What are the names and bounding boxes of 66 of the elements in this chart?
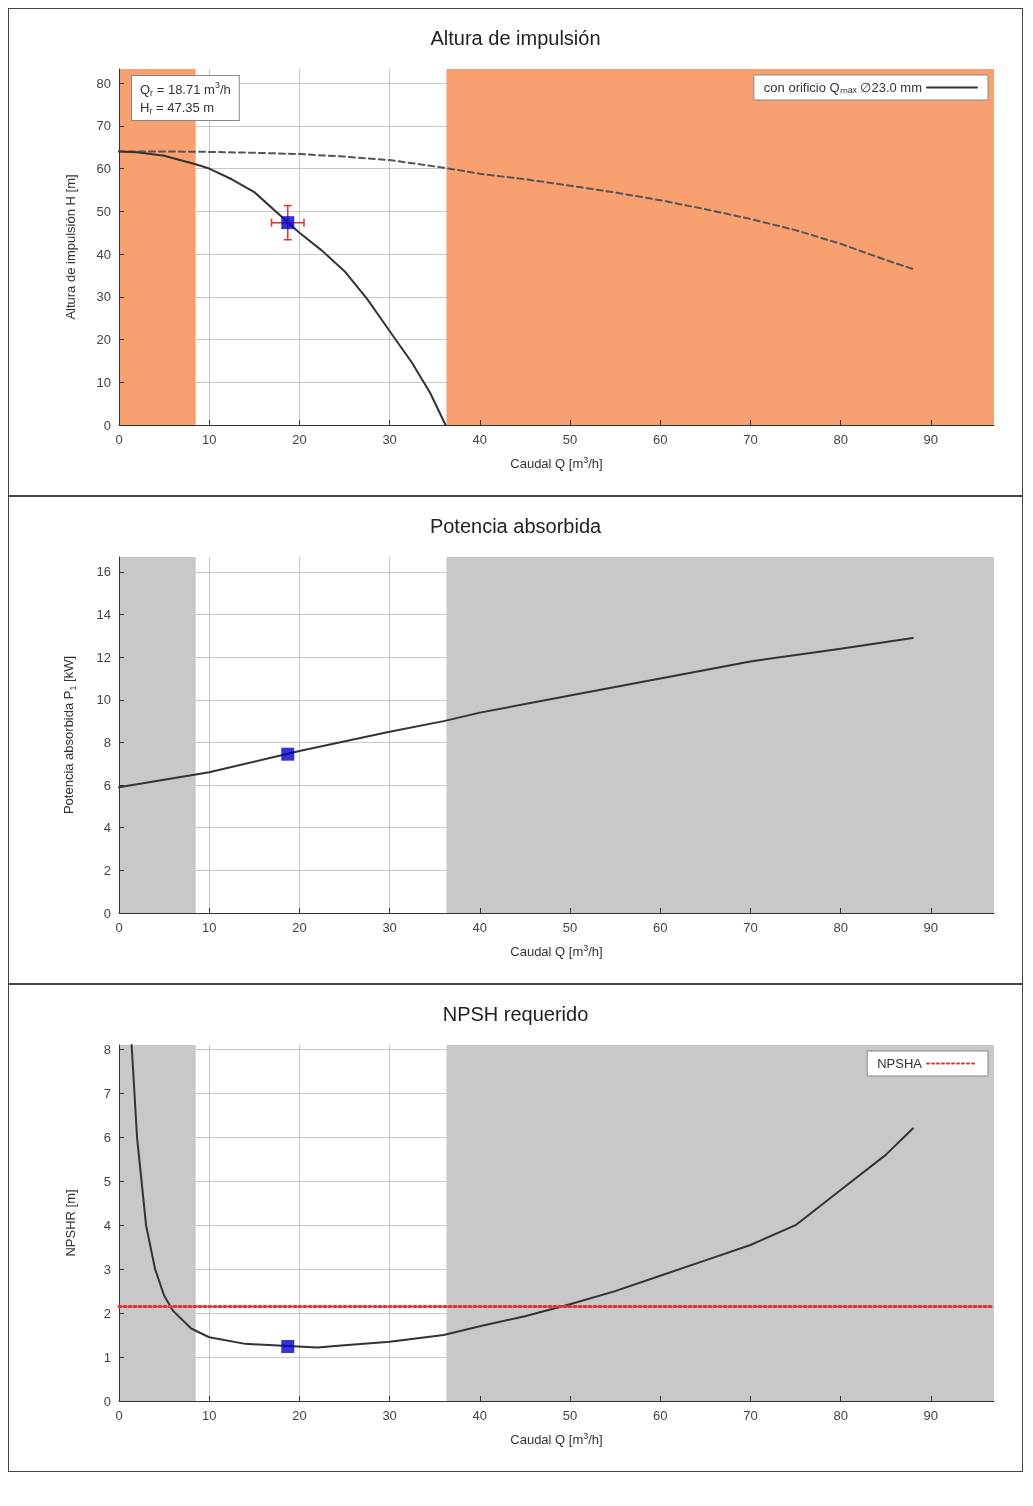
- x-tick-label: 10: [201, 1408, 217, 1423]
- x-tick-label: 90: [923, 1408, 939, 1423]
- legend-label: con orificio Qₘₐₓ ∅23.0 mm: [763, 80, 922, 95]
- x-tick-label: 50: [562, 432, 578, 447]
- chart-title: NPSH requerido: [442, 1003, 589, 1025]
- y-tick-label: 80: [96, 75, 111, 91]
- y-tick-label: 4: [103, 820, 111, 836]
- x-tick-label: 30: [382, 1408, 397, 1423]
- y-tick-label: 12: [96, 649, 111, 665]
- y-tick-label: 7: [103, 1085, 111, 1101]
- chart-title: Altura de impulsión: [430, 27, 601, 49]
- x-tick-label: 50: [562, 1408, 578, 1423]
- x-tick-label: 20: [292, 1408, 307, 1423]
- y-tick-label: 2: [103, 1305, 111, 1321]
- x-tick-label: 0: [115, 432, 123, 447]
- y-tick-label: 0: [103, 417, 111, 433]
- x-tick-label: 40: [472, 432, 488, 447]
- x-tick-label: 70: [743, 1408, 758, 1423]
- y-tick-label: 50: [96, 203, 111, 219]
- y-tick-label: 3: [103, 1261, 111, 1277]
- y-tick-label: 10: [96, 374, 111, 390]
- x-tick-label: 80: [833, 432, 848, 447]
- y-tick-label: 10: [96, 692, 111, 708]
- y-axis-title: NPSHR [m]: [63, 1189, 78, 1257]
- y-tick-label: 8: [103, 734, 111, 750]
- x-tick-label: 80: [833, 1408, 848, 1423]
- x-tick-label: 0: [115, 1408, 123, 1423]
- x-tick-label: 60: [653, 920, 668, 935]
- y-tick-label: 6: [103, 1129, 111, 1145]
- x-tick-label: 70: [743, 920, 758, 935]
- x-tick-label: 10: [201, 432, 217, 447]
- x-tick-label: 90: [923, 432, 939, 447]
- y-tick-label: 14: [96, 607, 111, 623]
- y-tick-label: 30: [96, 289, 111, 305]
- y-tick-label: 70: [96, 118, 111, 134]
- line-series: [118, 150, 914, 271]
- x-tick-label: 80: [833, 920, 848, 935]
- y-tick-label: 60: [96, 161, 111, 177]
- x-tick-label: 60: [653, 1408, 668, 1423]
- chart-title: Potencia absorbida: [429, 515, 602, 537]
- x-tick-label: 20: [292, 920, 307, 935]
- x-tick-label: 70: [743, 432, 758, 447]
- legend-label: NPSHA: [877, 1056, 923, 1071]
- y-tick-label: 6: [103, 777, 111, 793]
- y-tick-label: 4: [103, 1217, 111, 1233]
- x-tick-label: 10: [201, 920, 217, 935]
- x-tick-label: 40: [472, 920, 488, 935]
- y-tick-label: 16: [96, 564, 111, 580]
- x-tick-label: 20: [292, 432, 307, 447]
- y-axis-title: Altura de impulsión H [m]: [63, 174, 78, 320]
- x-tick-label: 30: [382, 432, 397, 447]
- y-axis-title: Potencia absorbida P1 [kW]: [61, 655, 78, 815]
- x-tick-label: 50: [562, 920, 578, 935]
- x-tick-label: 0: [115, 920, 123, 935]
- x-tick-label: 60: [653, 432, 668, 447]
- y-tick-label: 20: [96, 332, 111, 348]
- y-tick-label: 2: [103, 862, 111, 878]
- y-tick-label: 8: [103, 1041, 111, 1057]
- x-tick-label: 30: [382, 920, 397, 935]
- x-tick-label: 40: [472, 1408, 488, 1423]
- y-tick-label: 5: [103, 1173, 111, 1189]
- y-tick-label: 1: [103, 1349, 111, 1365]
- y-tick-label: 0: [103, 1393, 111, 1409]
- y-tick-label: 0: [103, 905, 111, 921]
- x-tick-label: 90: [923, 920, 939, 935]
- y-tick-label: 40: [96, 246, 111, 262]
